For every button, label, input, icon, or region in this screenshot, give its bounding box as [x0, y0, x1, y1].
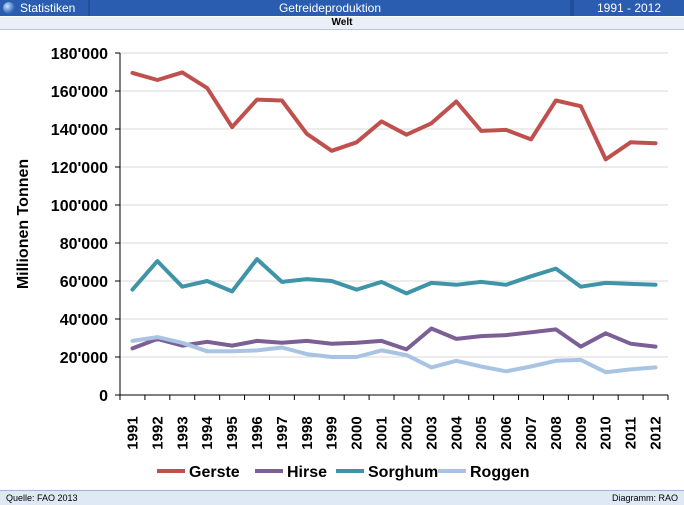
- x-tick-label: 1998: [299, 416, 316, 449]
- chart-grid: [120, 52, 668, 358]
- legend-label-roggen: Roggen: [470, 464, 530, 481]
- x-tick-label: 2008: [548, 416, 565, 449]
- y-tick-label: 180'000: [51, 46, 108, 63]
- globe-icon: [3, 2, 15, 14]
- x-tick-label: 2010: [598, 416, 615, 449]
- chart-legend: Gerste Hirse Sorghum Roggen: [157, 464, 530, 481]
- y-tick-label: 0: [99, 388, 108, 405]
- footer-bar: Quelle: FAO 2013 Diagramm: RAO: [0, 490, 684, 505]
- y-tick-label: 60'000: [60, 274, 108, 291]
- series-line-sorghum: [130, 257, 658, 296]
- x-tick-label: 2004: [448, 416, 465, 450]
- header-left-label: Statistiken: [20, 1, 76, 15]
- x-tick-label: 2009: [573, 416, 590, 449]
- x-tick-label: 2011: [623, 417, 640, 450]
- header-left: Statistiken: [0, 0, 88, 16]
- x-tick-labels: 1991 1992 1993 1994 1995 1996 1997 1998 1999 2000…: [124, 416, 664, 450]
- x-tick-label: 2001: [374, 416, 391, 449]
- y-tick-label: 100'000: [51, 198, 108, 215]
- x-tick-label: 1994: [199, 416, 216, 450]
- x-tick-label: 2003: [423, 416, 440, 449]
- y-axis-label: Millionen Tonnen: [15, 159, 32, 289]
- x-tick-label: 2007: [523, 416, 540, 449]
- x-tick-label: 2000: [349, 416, 366, 449]
- legend-label-sorghum: Sorghum: [368, 464, 438, 481]
- x-tick-label: 2005: [473, 416, 490, 449]
- header-title: Getreideproduktion: [90, 0, 570, 16]
- series-line-gerste: [130, 70, 658, 162]
- y-tick-label: 80'000: [60, 236, 108, 253]
- series-line-roggen: [130, 335, 658, 375]
- legend-label-hirse: Hirse: [287, 464, 327, 481]
- y-tick-label: 120'000: [51, 160, 108, 177]
- footer-credit: Diagramm: RAO: [611, 493, 678, 503]
- chart-axes: [115, 52, 669, 400]
- x-tick-label: 1996: [249, 416, 266, 449]
- y-tick-label: 140'000: [51, 122, 108, 139]
- x-tick-label: 1991: [124, 416, 141, 449]
- x-tick-label: 2012: [648, 416, 665, 449]
- x-tick-label: 1992: [149, 416, 166, 449]
- chart-subtitle: Welt: [0, 17, 684, 30]
- y-tick-label: 40'000: [60, 312, 108, 329]
- x-tick-label: 1995: [224, 416, 241, 449]
- x-tick-label: 2006: [498, 416, 515, 449]
- y-tick-label: 160'000: [51, 84, 108, 101]
- footer-source: Quelle: FAO 2013: [6, 493, 78, 503]
- x-tick-label: 1999: [324, 416, 341, 449]
- y-tick-label: 20'000: [60, 350, 108, 367]
- legend-label-gerste: Gerste: [189, 464, 240, 481]
- x-tick-label: 2002: [398, 416, 415, 449]
- series-line-hirse: [130, 326, 658, 352]
- y-tick-labels: 0 20'000 40'000 60'000 80'000 100'000 120'000 1…: [51, 46, 108, 405]
- x-tick-label: 1997: [274, 416, 291, 449]
- x-tick-label: 1993: [174, 416, 191, 449]
- chart-series: [130, 70, 658, 375]
- header-range: 1991 - 2012: [574, 0, 684, 16]
